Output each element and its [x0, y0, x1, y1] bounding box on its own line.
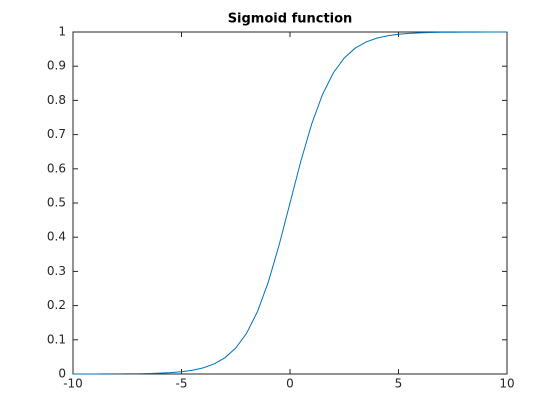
y-tick-label: 0.1	[47, 332, 66, 346]
data-line	[72, 31, 508, 375]
y-tick-label: 0.6	[47, 161, 66, 175]
x-tick-label: 5	[395, 377, 403, 391]
y-tick-label: 0.4	[47, 230, 66, 244]
y-tick-label: 0.5	[47, 196, 66, 210]
y-tick-label: 0.9	[47, 59, 66, 73]
y-tick-label: 0.7	[47, 127, 66, 141]
y-tick-label: 0.3	[47, 264, 66, 278]
x-tick-label: -10	[63, 377, 83, 391]
x-tick-label: 0	[286, 377, 294, 391]
y-tick-label: 1	[58, 25, 66, 39]
x-tick-label: -5	[176, 377, 188, 391]
y-tick-label: 0.2	[47, 298, 66, 312]
x-tick-label: 10	[499, 377, 514, 391]
y-tick-label: 0.8	[47, 93, 66, 107]
y-tick-label: 0	[58, 367, 66, 381]
chart-title: Sigmoid function	[228, 12, 353, 27]
